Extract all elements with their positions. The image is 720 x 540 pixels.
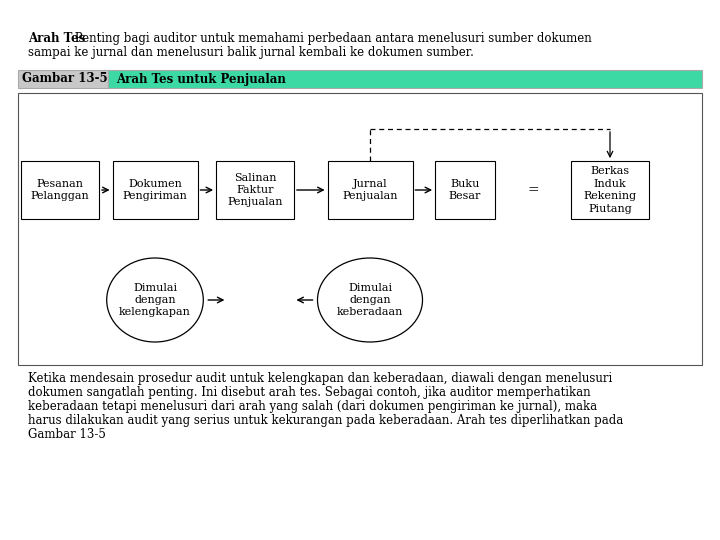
Text: Berkas
Induk
Rekening
Piutang: Berkas Induk Rekening Piutang [583,166,636,214]
Text: Dimulai
dengan
keberadaan: Dimulai dengan keberadaan [337,282,403,318]
Bar [435,161,495,219]
Bar [108,70,702,88]
Text: Arah Tes: Arah Tes [28,32,85,45]
Text: dokumen sangatlah penting. Ini disebut arah tes. Sebagai contoh, jika auditor me: dokumen sangatlah penting. Ini disebut a… [28,386,590,399]
Text: Ketika mendesain prosedur audit untuk kelengkapan dan keberadaan, diawali dengan: Ketika mendesain prosedur audit untuk ke… [28,372,612,385]
Text: Pesanan
Pelanggan: Pesanan Pelanggan [31,179,89,201]
Bar [21,161,99,219]
Text: Gambar 13-5: Gambar 13-5 [22,72,107,85]
Text: keberadaan tetapi menelusuri dari arah yang salah (dari dokumen pengiriman ke ju: keberadaan tetapi menelusuri dari arah y… [28,400,597,413]
Text: sampai ke jurnal dan menelusuri balik jurnal kembali ke dokumen sumber.: sampai ke jurnal dan menelusuri balik ju… [28,46,474,59]
Text: =: = [527,183,539,197]
Text: Salinan
Faktur
Penjualan: Salinan Faktur Penjualan [228,173,283,207]
Bar [18,70,108,88]
Bar [112,161,197,219]
Bar [18,93,702,365]
Text: Penting bagi auditor untuk memahami perbedaan antara menelusuri sumber dokumen: Penting bagi auditor untuk memahami perb… [71,32,592,45]
Text: Arah Tes untuk Penjualan: Arah Tes untuk Penjualan [116,72,286,85]
Text: harus dilakukan audit yang serius untuk kekurangan pada keberadaan. Arah tes dip: harus dilakukan audit yang serius untuk … [28,414,624,427]
Text: Buku
Besar: Buku Besar [449,179,481,201]
Text: Dokumen
Pengiriman: Dokumen Pengiriman [122,179,187,201]
Bar [216,161,294,219]
Bar [328,161,413,219]
Text: Jurnal
Penjualan: Jurnal Penjualan [342,179,397,201]
Bar [571,161,649,219]
Text: Gambar 13-5: Gambar 13-5 [28,428,106,441]
Text: Dimulai
dengan
kelengkapan: Dimulai dengan kelengkapan [119,282,191,318]
